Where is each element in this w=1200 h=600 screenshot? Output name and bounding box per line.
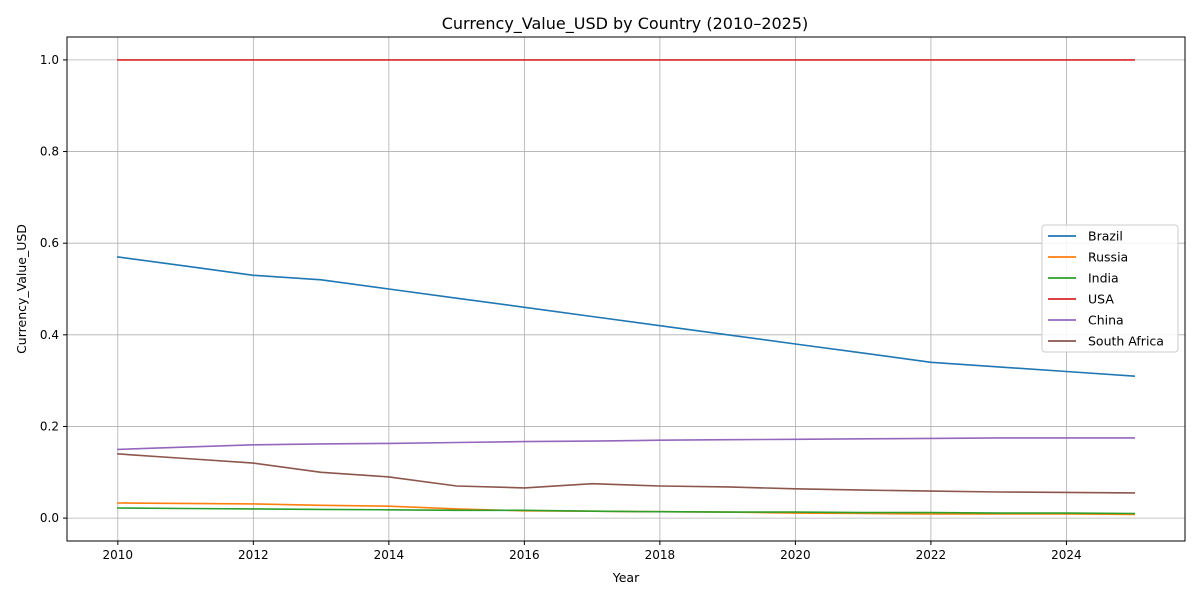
series-lines: [116, 59, 1136, 516]
series-line-south-africa: [116, 453, 1136, 494]
legend-label-china: China: [1088, 313, 1124, 328]
series-line-brazil: [116, 255, 1136, 377]
legend-label-brazil: Brazil: [1088, 229, 1123, 244]
chart-title: Currency_Value_USD by Country (2010–2025…: [442, 14, 809, 34]
y-axis-ticks: 0.0 0.2 0.4 0.6 0.8 1.0: [40, 53, 67, 525]
x-tick-label: 2018: [645, 548, 676, 562]
x-tick-label: 2010: [103, 548, 134, 562]
y-tick-label: 0.8: [40, 145, 59, 159]
x-axis-label: Year: [612, 570, 640, 585]
legend-label-south-africa: South Africa: [1088, 334, 1164, 349]
y-tick-label: 0.0: [40, 511, 59, 525]
y-tick-label: 0.6: [40, 236, 59, 250]
x-tick-label: 2020: [780, 548, 811, 562]
x-tick-label: 2016: [509, 548, 540, 562]
series-line-india: [116, 507, 1136, 515]
legend-label-india: India: [1088, 271, 1119, 286]
x-tick-label: 2022: [916, 548, 947, 562]
y-tick-label: 0.4: [40, 328, 59, 342]
x-tick-label: 2024: [1051, 548, 1082, 562]
y-axis-label: Currency_Value_USD: [14, 224, 29, 354]
x-tick-label: 2014: [374, 548, 405, 562]
x-tick-label: 2012: [238, 548, 269, 562]
y-tick-label: 1.0: [40, 53, 59, 67]
x-axis-ticks: 2010 2012 2014 2016 2018 2020 2022 2024: [103, 541, 1082, 562]
legend: Brazil Russia India USA China South Africa: [1041, 224, 1179, 353]
series-line-china: [116, 437, 1135, 451]
plot-frame: [66, 36, 1186, 542]
legend-label-russia: Russia: [1088, 250, 1128, 265]
legend-label-usa: USA: [1088, 292, 1114, 307]
y-tick-label: 0.2: [40, 419, 59, 433]
